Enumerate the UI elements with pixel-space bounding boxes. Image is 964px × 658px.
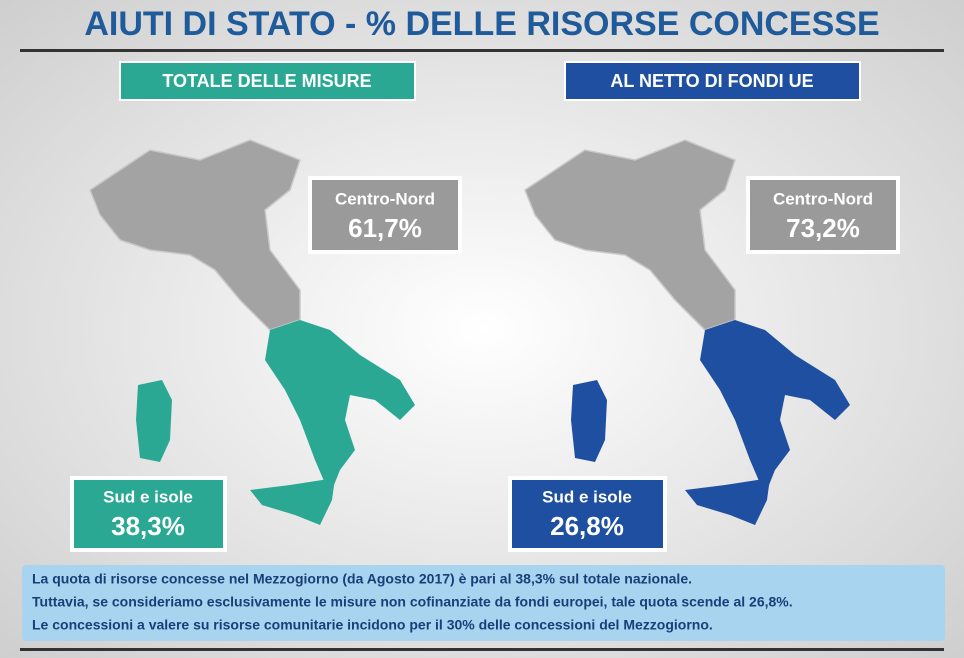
north-label: Centro-Nord	[773, 189, 873, 208]
panel-heading: TOTALE DELLE MISURE	[162, 71, 371, 91]
title: AIUTI DI STATO - % DELLE RISORSE CONCESS…	[84, 5, 879, 43]
south-label: Sud e isole	[542, 487, 632, 506]
bottom-rule	[20, 648, 944, 651]
note-line: La quota di risorse concesse nel Mezzogi…	[32, 571, 692, 587]
north-label: Centro-Nord	[335, 189, 435, 208]
south-box	[508, 476, 667, 552]
title-rule	[20, 49, 944, 52]
north-box	[746, 176, 900, 254]
south-value: 38,3%	[111, 511, 185, 541]
note-line: Tuttavia, se consideriamo esclusivamente…	[32, 594, 793, 610]
south-label: Sud e isole	[103, 487, 193, 506]
note-box	[22, 565, 945, 641]
panel-heading-box	[119, 61, 416, 101]
north-value: 61,7%	[348, 213, 422, 243]
south-value: 26,8%	[550, 511, 624, 541]
panel-heading: AL NETTO DI FONDI UE	[610, 71, 813, 91]
north-box	[308, 176, 462, 254]
south-box	[70, 476, 227, 552]
north-value: 73,2%	[786, 213, 860, 243]
panel-heading-box	[564, 61, 861, 101]
note-line: Le concessioni a valere su risorse comun…	[32, 617, 713, 633]
